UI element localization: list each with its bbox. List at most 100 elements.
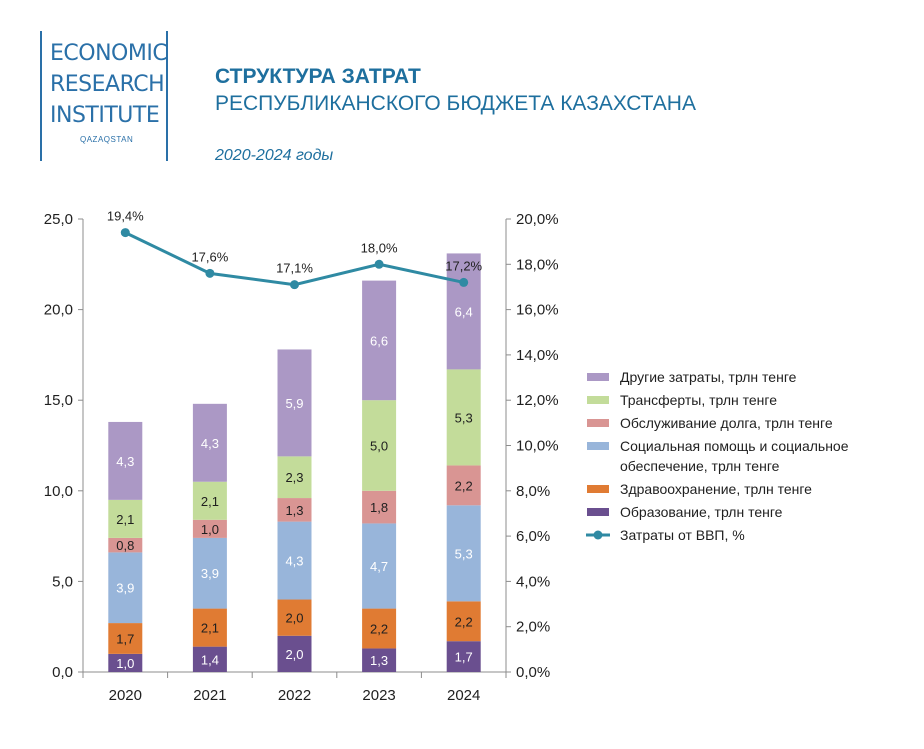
logo-line-2: RESEARCH: [50, 72, 165, 97]
chart-title: СТРУКТУРА ЗАТРАТ: [215, 65, 421, 88]
bar-segment: [277, 349, 312, 457]
legend-label: Трансферты, трлн тенге: [620, 392, 777, 408]
bar-segment: [362, 648, 397, 672]
legend-line-marker: [593, 530, 603, 540]
y-tick-label: 5,0: [52, 573, 73, 590]
bar-segment: [362, 400, 397, 491]
bar-data-label: 6,4: [455, 304, 473, 319]
legend-label: Обслуживание долга, трлн тенге: [620, 415, 833, 431]
bar-data-label: 6,6: [370, 333, 388, 348]
legend-label: Другие затраты, трлн тенге: [620, 369, 797, 385]
bar-segment: [362, 523, 397, 609]
y2-tick-label: 12,0%: [516, 392, 559, 409]
legend-label: Образование, трлн тенге: [620, 504, 783, 520]
bar-segment: [108, 421, 143, 500]
x-tick-label: 2020: [109, 687, 142, 704]
bar-segment: [446, 505, 481, 602]
bar-data-label: 1,4: [201, 652, 219, 667]
bar-data-label: 5,9: [285, 396, 303, 411]
y2-tick-label: 16,0%: [516, 302, 559, 319]
gdp-share-label: 17,1%: [276, 261, 313, 276]
chart-subtitle: РЕСПУБЛИКАНСКОГО БЮДЖЕТА КАЗАХСТАНА: [215, 92, 696, 115]
legend-swatch: [587, 419, 609, 427]
legend-label: Затраты от ВВП, %: [620, 527, 745, 543]
y2-tick-label: 4,0%: [516, 573, 550, 590]
bar-segment: [192, 403, 227, 482]
bar-data-label: 5,3: [455, 546, 473, 561]
bar-data-label: 1,3: [285, 503, 303, 518]
bar-data-label: 1,7: [116, 631, 134, 646]
y-tick-label: 20,0: [44, 302, 73, 319]
y2-tick-label: 14,0%: [516, 347, 559, 364]
bar-segment: [362, 490, 397, 524]
gdp-share-point: [120, 228, 130, 238]
bar-segment: [192, 481, 227, 520]
bar-data-label: 2,1: [116, 512, 134, 527]
bar-segment: [277, 635, 312, 672]
bar-data-label: 2,2: [455, 614, 473, 629]
y2-tick-label: 18,0%: [516, 256, 559, 273]
bar-data-label: 1,7: [455, 650, 473, 665]
bar-data-label: 4,7: [370, 559, 388, 574]
bar-segment: [108, 653, 143, 672]
bar-data-label: 1,0: [201, 522, 219, 537]
logo-subtitle: QAZAQSTAN: [80, 135, 134, 144]
y2-tick-label: 20,0%: [516, 211, 559, 228]
gdp-share-label: 17,2%: [445, 258, 482, 273]
gdp-share-point: [290, 280, 299, 290]
bar-segment: [446, 465, 481, 506]
bar-segment: [192, 519, 227, 538]
bar-data-label: 4,3: [201, 436, 219, 451]
bar-data-label: 2,2: [455, 478, 473, 493]
legend-swatch: [587, 442, 609, 450]
bar-data-label: 2,1: [201, 621, 219, 636]
y2-tick-label: 2,0%: [516, 619, 550, 636]
bar-segment: [446, 601, 481, 642]
bar-segment: [108, 623, 143, 654]
gdp-share-label: 18,0%: [361, 240, 398, 255]
bar-segment: [277, 456, 312, 499]
bar-data-label: 2,2: [370, 622, 388, 637]
bar-segment: [192, 537, 227, 609]
gdp-share-point: [459, 277, 469, 287]
y2-tick-label: 10,0%: [516, 438, 559, 455]
bar-segment: [108, 552, 143, 624]
legend-swatch: [587, 508, 609, 516]
bar-segment: [277, 498, 312, 522]
logo-line-1: ECONOMIC: [50, 41, 168, 66]
legend-label: Социальная помощь и социальное: [620, 438, 849, 454]
bar-data-label: 2,0: [285, 647, 303, 662]
gdp-share-label: 19,4%: [107, 209, 144, 224]
bar-segment: [192, 608, 227, 647]
bar-data-label: 5,3: [455, 410, 473, 425]
bar-segment: [362, 608, 397, 649]
bar-data-label: 3,9: [201, 566, 219, 581]
y-tick-label: 15,0: [44, 392, 73, 409]
bar-segment: [362, 280, 397, 401]
period-label: 2020-2024 годы: [215, 147, 334, 164]
bar-segment: [108, 537, 143, 553]
bar-segment: [108, 499, 143, 538]
bar-segment: [277, 599, 312, 636]
bar-data-label: 3,9: [116, 581, 134, 596]
x-tick-label: 2022: [278, 687, 311, 704]
bar-data-label: 1,0: [116, 656, 134, 671]
y-tick-label: 0,0: [52, 664, 73, 681]
legend-swatch: [587, 485, 609, 493]
bar-data-label: 1,3: [370, 653, 388, 668]
bar-data-label: 2,0: [285, 611, 303, 626]
y-tick-label: 25,0: [44, 211, 73, 228]
gdp-share-point: [374, 259, 384, 269]
bar-data-label: 0,8: [116, 538, 134, 553]
legend-swatch: [587, 373, 609, 381]
bar-data-label: 1,8: [370, 500, 388, 515]
bar-segment: [192, 646, 227, 672]
x-tick-label: 2023: [362, 687, 395, 704]
logo-line-3: INSTITUTE: [50, 103, 160, 128]
x-tick-label: 2024: [447, 687, 480, 704]
bar-segment: [277, 521, 312, 600]
bar-segment: [446, 253, 481, 370]
legend-label: обеспечение, трлн тенге: [620, 458, 780, 474]
y-tick-label: 10,0: [44, 483, 73, 500]
gdp-share-point: [205, 268, 215, 278]
